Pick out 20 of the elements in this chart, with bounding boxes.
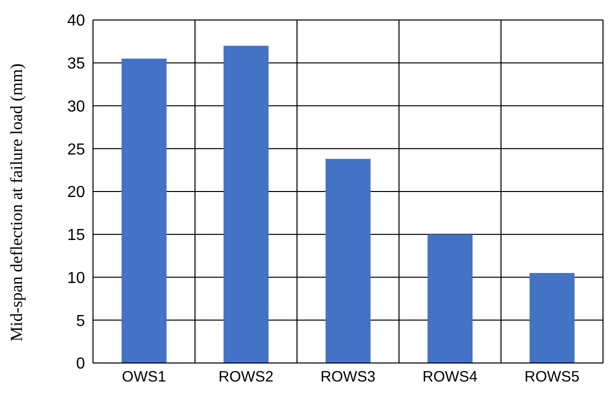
bar xyxy=(224,46,269,363)
y-tick-label: 10 xyxy=(67,270,86,287)
x-tick-label: ROWS4 xyxy=(422,368,478,386)
y-tick-label: 20 xyxy=(67,184,86,202)
y-tick-label: 5 xyxy=(76,312,86,330)
y-tick-label: 30 xyxy=(67,98,86,116)
y-tick-label: 40 xyxy=(67,12,86,30)
y-tick-label: 25 xyxy=(67,141,86,158)
bar xyxy=(530,272,575,363)
bar xyxy=(326,158,371,363)
x-tick-label: ROWS5 xyxy=(524,368,580,386)
y-tick-label: 0 xyxy=(76,356,86,373)
y-tick-label: 35 xyxy=(67,56,86,73)
x-tick-label: ROWS2 xyxy=(218,368,274,386)
bar xyxy=(428,234,473,363)
bar xyxy=(122,58,167,363)
x-tick-label: ROWS3 xyxy=(320,368,376,386)
y-axis-title: Mid-span deflection at failure load (mm) xyxy=(7,63,26,342)
x-tick-label: OWS1 xyxy=(122,368,166,386)
y-tick-label: 15 xyxy=(67,227,86,244)
